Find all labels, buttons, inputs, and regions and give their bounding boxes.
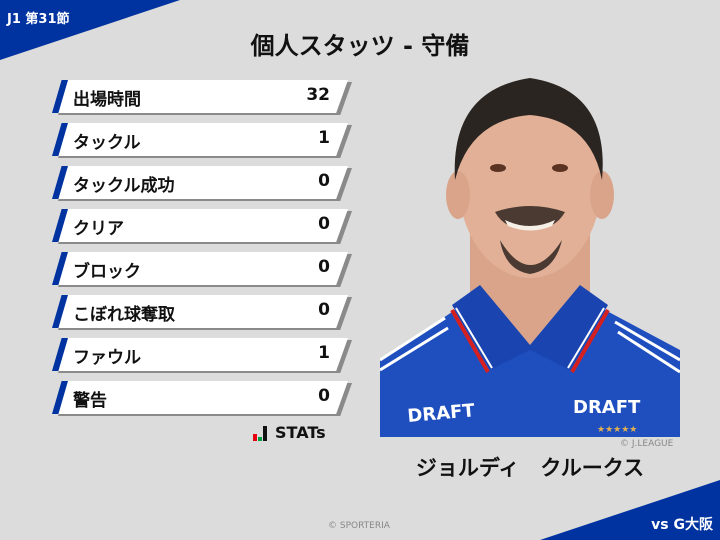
stat-label: 出場時間 — [73, 90, 141, 110]
stat-value: 0 — [318, 257, 330, 277]
row-bar — [52, 295, 348, 328]
opponent-label: vs G大阪 — [651, 517, 713, 533]
stat-row: こぼれ球奪取 0 — [52, 295, 352, 330]
logo-text: STATs — [275, 423, 326, 442]
round-label: J1 第31節 — [7, 12, 70, 27]
stat-label: ブロック — [73, 262, 141, 282]
stat-row: 警告 0 — [52, 381, 352, 416]
row-bar — [52, 166, 348, 199]
shirt-stars: ★★★★★ — [597, 425, 637, 435]
row-bar — [52, 338, 348, 371]
stat-value: 0 — [318, 214, 330, 234]
stat-value: 0 — [318, 171, 330, 191]
stat-row: タックル成功 0 — [52, 166, 352, 201]
stat-value: 0 — [318, 386, 330, 406]
player-photo: DRAFT DRAFT ★★★★★ — [380, 60, 680, 437]
stat-row: 出場時間 32 — [52, 80, 352, 115]
stat-value: 1 — [318, 343, 330, 363]
logo-bar-red — [253, 434, 257, 441]
stat-label: タックル — [73, 133, 141, 153]
stat-label: こぼれ球奪取 — [73, 305, 175, 325]
player-name: ジョルディ クルークス — [415, 456, 645, 480]
stat-row: タックル 1 — [52, 123, 352, 158]
photo-credit: © J.LEAGUE — [620, 439, 674, 449]
shirt-sponsor-right: DRAFT — [573, 397, 641, 418]
stat-label: ファウル — [73, 348, 141, 368]
stat-label: 警告 — [73, 391, 107, 411]
stat-value: 32 — [306, 85, 330, 105]
stat-row: クリア 0 — [52, 209, 352, 244]
stat-value: 0 — [318, 300, 330, 320]
logo-bar-green — [258, 437, 262, 441]
row-bar — [52, 252, 348, 285]
stat-label: タックル成功 — [73, 176, 175, 196]
stat-row: ブロック 0 — [52, 252, 352, 287]
logo-bar-black — [263, 426, 267, 441]
row-bar — [52, 209, 348, 242]
row-bar — [52, 80, 348, 113]
stat-label: クリア — [73, 219, 124, 239]
page-title: 個人スタッツ - 守備 — [250, 32, 470, 60]
row-bar — [52, 381, 348, 414]
stat-value: 1 — [318, 128, 330, 148]
stat-row: ファウル 1 — [52, 338, 352, 373]
stats-logo: STATs — [253, 425, 326, 441]
copyright: © SPORTERIA — [328, 521, 390, 531]
row-bar — [52, 123, 348, 156]
